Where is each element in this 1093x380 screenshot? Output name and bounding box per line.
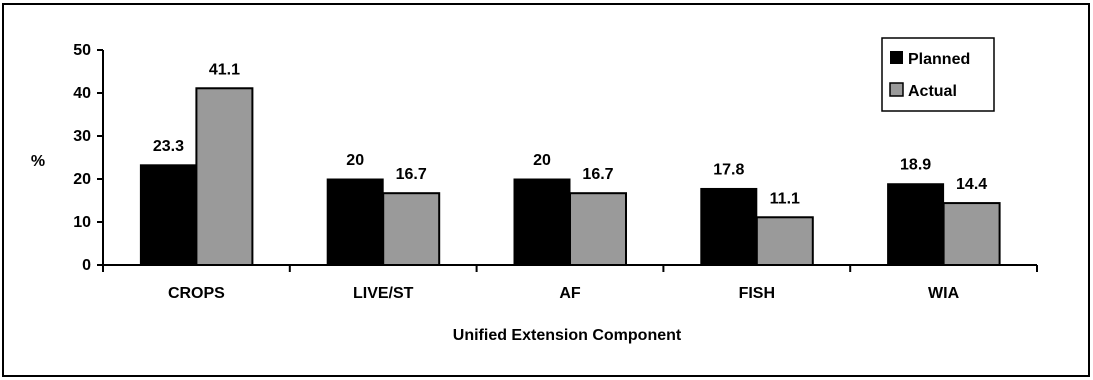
bar-planned (139, 164, 197, 266)
data-label-planned: 20 (346, 152, 364, 169)
data-label-actual: 16.7 (582, 166, 613, 183)
bar-actual (195, 87, 254, 266)
chart-border (2, 3, 1090, 377)
y-tick-label: 40 (73, 85, 91, 102)
x-tick-label: AF (559, 285, 581, 302)
bar-planned (700, 187, 758, 266)
bar-actual (569, 192, 627, 266)
legend-box (881, 37, 995, 112)
bar-planned (513, 178, 571, 266)
y-tick-label: 20 (73, 171, 91, 188)
legend-swatch-planned (890, 51, 903, 64)
x-tick-label: LIVE/ST (353, 285, 414, 302)
legend: Planned Actual (881, 37, 995, 112)
legend-swatch-actual (889, 82, 904, 97)
x-axis-label: Unified Extension Component (453, 327, 682, 344)
legend-label-planned: Planned (908, 51, 970, 68)
data-label-actual: 16.7 (396, 166, 427, 183)
bars-layer (139, 87, 1001, 267)
axes-layer: 0 10 20 30 40 50 (73, 42, 1038, 274)
x-tick-label: WIA (928, 285, 960, 302)
bar-actual (942, 202, 1001, 266)
data-label-actual: 11.1 (770, 190, 800, 207)
legend-label-actual: Actual (908, 83, 957, 100)
data-label-planned: 23.3 (153, 138, 184, 155)
y-tick-label: 50 (73, 42, 91, 59)
bar-planned (887, 183, 945, 266)
y-tick-label: 0 (82, 257, 91, 274)
data-label-actual: 41.1 (209, 61, 240, 78)
data-label-planned: 17.8 (713, 161, 744, 178)
y-tick-label: 10 (73, 214, 91, 231)
y-axis-label: % (31, 153, 45, 170)
bar-planned (326, 178, 384, 266)
data-label-planned: 18.9 (900, 157, 931, 174)
x-tick-label: CROPS (168, 285, 225, 302)
labels-layer: CROPS 23.3 41.1 LIVE/ST 20 16.7 AF 20 16.7 FISH 17… (153, 61, 987, 302)
x-tick-label: FISH (739, 285, 775, 302)
data-label-actual: 14.4 (956, 176, 987, 193)
y-tick-label: 30 (73, 128, 91, 145)
data-label-planned: 20 (533, 152, 551, 169)
bar-actual (382, 192, 441, 266)
bar-actual (755, 216, 814, 267)
